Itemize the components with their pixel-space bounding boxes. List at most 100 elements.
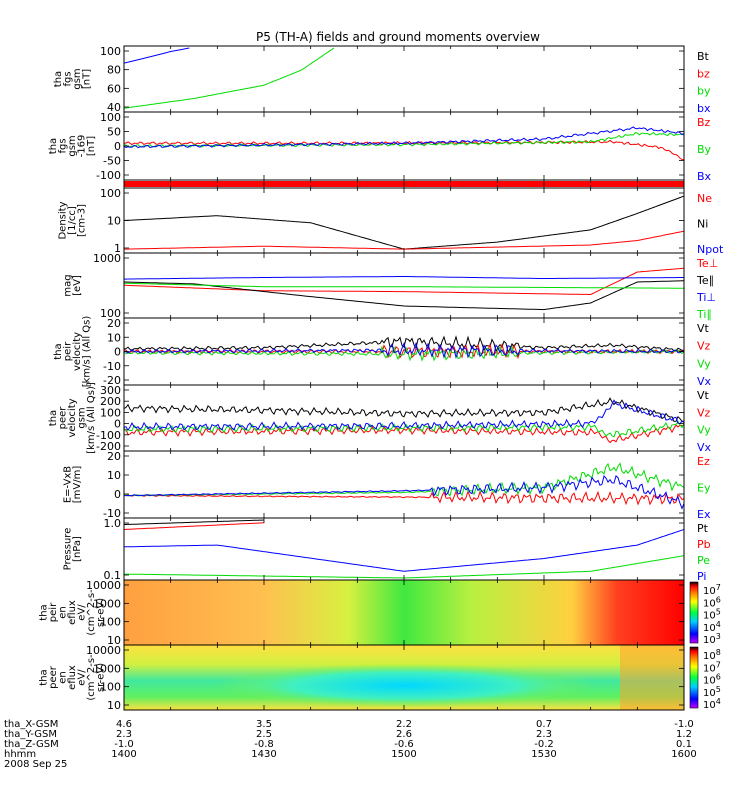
y-tick-label: 100 — [100, 45, 121, 58]
panel-frame — [123, 517, 685, 581]
y-tick-label: -200 — [96, 440, 121, 453]
series-ti-line — [124, 276, 684, 280]
y-tick-label: 50 — [107, 126, 121, 139]
y-tick-label: 1000 — [93, 662, 121, 675]
x-row-label: tha_Z-GSM — [4, 739, 59, 750]
series-ni-line — [124, 195, 684, 250]
x-tick-value: 3.5 — [256, 719, 272, 730]
y-axis-label: fgs — [58, 138, 69, 153]
y-tick-label: 40 — [107, 101, 121, 114]
x-row-label: tha_Y-GSM — [4, 729, 57, 740]
legend-entry: Vz — [697, 340, 711, 353]
y-axis-label: [nT] — [81, 69, 92, 89]
y-axis-label: tha — [48, 410, 59, 426]
y-tick-label: 60 — [107, 82, 121, 95]
colorbar-tick: 106 — [703, 595, 721, 609]
y-tick-label: 100 — [100, 307, 121, 320]
y-axis-label: gsm — [77, 407, 88, 428]
plot-title: P5 (TH-A) fields and ground moments over… — [256, 30, 540, 44]
spectrogram-electron-tail — [620, 645, 684, 710]
y-axis-label: tha — [53, 343, 64, 359]
y-axis-label: -169 — [77, 135, 88, 158]
y-tick-label: -10 — [103, 507, 121, 520]
series-ti-line — [124, 282, 684, 289]
y-axis-label: peir — [62, 341, 73, 361]
colorbar-tick: 105 — [703, 685, 721, 699]
y-tick-label: 80 — [107, 64, 121, 77]
y-tick-label: -10 — [103, 360, 121, 373]
series-vx-line — [124, 399, 684, 432]
y-axis-label: peer — [48, 665, 59, 689]
legend-entry: by — [697, 85, 711, 98]
y-axis-label: en — [58, 671, 69, 684]
y-axis-label: en — [58, 606, 69, 619]
series-ez-line — [124, 489, 684, 506]
series-pt-line — [124, 519, 265, 525]
y-axis-label: [cm-3] — [77, 204, 88, 237]
y-tick-label: -100 — [96, 169, 121, 182]
panel-frame — [123, 45, 685, 113]
y-tick-label: 100 — [100, 406, 121, 419]
series-bx-line — [124, 126, 684, 149]
colorbar-tick: 105 — [703, 608, 721, 622]
legend-entry: Vt — [697, 322, 710, 335]
y-axis-label: peir — [48, 602, 59, 622]
y-axis-label: E=-VxB — [62, 466, 73, 503]
y-axis-label: fgs — [62, 71, 73, 86]
x-tick-value: -1.0 — [114, 739, 134, 750]
legend-entry: Te⊥ — [696, 257, 718, 270]
y-axis-label: mag — [62, 274, 73, 296]
y-axis-label: eV/ — [77, 669, 88, 686]
series-pb-line — [124, 522, 265, 530]
y-tick-label: 10 — [107, 469, 121, 482]
legend-entry: Vz — [697, 406, 711, 419]
legend-entry: Ex — [697, 508, 711, 521]
y-axis-label: eflux — [67, 600, 78, 625]
colorbar-tick: 107 — [703, 583, 721, 597]
y-tick-label: 100 — [100, 187, 121, 200]
y-tick-label: 10 — [107, 331, 121, 344]
y-axis-label: tha — [39, 604, 50, 620]
x-tick-value: -0.2 — [534, 739, 554, 750]
y-tick-label: 300 — [100, 384, 121, 397]
legend-entry: bz — [697, 67, 710, 80]
y-tick-label: 0 — [114, 488, 121, 501]
series-bx-line — [124, 47, 190, 64]
y-axis-label: tha — [39, 669, 50, 685]
x-tick-value: 1.2 — [676, 729, 692, 740]
y-tick-label: 20 — [107, 450, 121, 463]
y-axis-label: [eV] — [72, 275, 83, 296]
y-axis-label: Pressure — [62, 528, 73, 571]
y-tick-label: 1.0 — [104, 517, 122, 530]
panel-frame — [123, 187, 685, 254]
colorbar-tick: 107 — [703, 660, 721, 674]
legend-entry: Ti⊥ — [696, 291, 716, 304]
series-te-line — [124, 280, 684, 311]
y-axis-label: [nPa] — [72, 536, 83, 562]
series-vt-line — [124, 397, 684, 422]
series-vz-line — [124, 424, 684, 444]
y-axis-label: [km/s] (All Qs) — [81, 316, 92, 388]
x-tick-value: 1430 — [251, 749, 276, 760]
x-tick-value: 1600 — [671, 749, 696, 760]
legend-entry: Ez — [697, 455, 710, 468]
y-tick-label: 1000 — [93, 597, 121, 610]
y-axis-label: eV/ — [77, 604, 88, 621]
series-vt-line — [124, 335, 684, 354]
y-axis-label: [nT] — [86, 136, 97, 156]
legend-entry: Bz — [697, 116, 711, 129]
y-axis-label: [mV/m] — [72, 466, 83, 504]
y-tick-label: -100 — [96, 429, 121, 442]
x-tick-value: 2.6 — [396, 729, 412, 740]
x-tick-value: 2.3 — [536, 729, 552, 740]
x-row-label: 2008 Sep 25 — [4, 759, 67, 770]
x-row-label: tha_X-GSM — [4, 719, 58, 730]
y-axis-label: eflux — [67, 665, 78, 690]
x-row-label: hhmm — [4, 749, 36, 760]
x-tick-value: -0.8 — [254, 739, 274, 750]
series-by-line — [124, 47, 335, 109]
y-tick-label: 20 — [107, 317, 121, 330]
legend-entry: Ti∥ — [696, 308, 712, 321]
y-tick-label: -20 — [103, 374, 121, 387]
legend-entry: Pb — [697, 538, 711, 551]
